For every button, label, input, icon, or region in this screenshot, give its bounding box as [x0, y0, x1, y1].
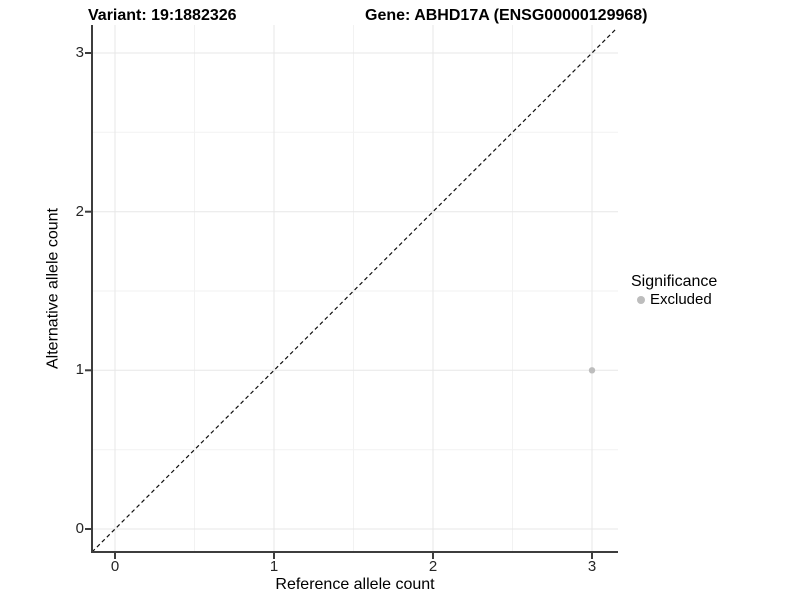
y-tick-label-1: 1	[75, 361, 84, 378]
data-point-excluded	[588, 367, 596, 374]
legend-item-excluded: Excluded	[650, 291, 712, 308]
axis-lines	[91, 25, 618, 553]
axis-ticks	[85, 52, 593, 559]
legend-key-dot-excluded	[637, 296, 645, 304]
x-tick-label-3: 3	[587, 558, 597, 575]
y-tick-label-3: 3	[75, 44, 84, 61]
x-tick-label-1: 1	[269, 558, 279, 575]
variant-title: Variant: 19:1882326	[88, 7, 237, 24]
legend-title: Significance	[631, 273, 718, 290]
x-tick-label-2: 2	[428, 558, 438, 575]
gene-title: Gene: ABHD17A (ENSG00000129968)	[365, 7, 648, 24]
y-tick-label-2: 2	[75, 203, 84, 220]
x-axis-title: Reference allele count	[275, 576, 435, 593]
y-tick-label-0: 0	[75, 520, 84, 537]
identity-reference-line	[91, 27, 618, 553]
x-tick-label-0: 0	[110, 558, 120, 575]
y-axis-title: Alternative allele count	[44, 208, 62, 369]
grid-minor	[92, 25, 618, 552]
grid-major	[92, 25, 618, 552]
